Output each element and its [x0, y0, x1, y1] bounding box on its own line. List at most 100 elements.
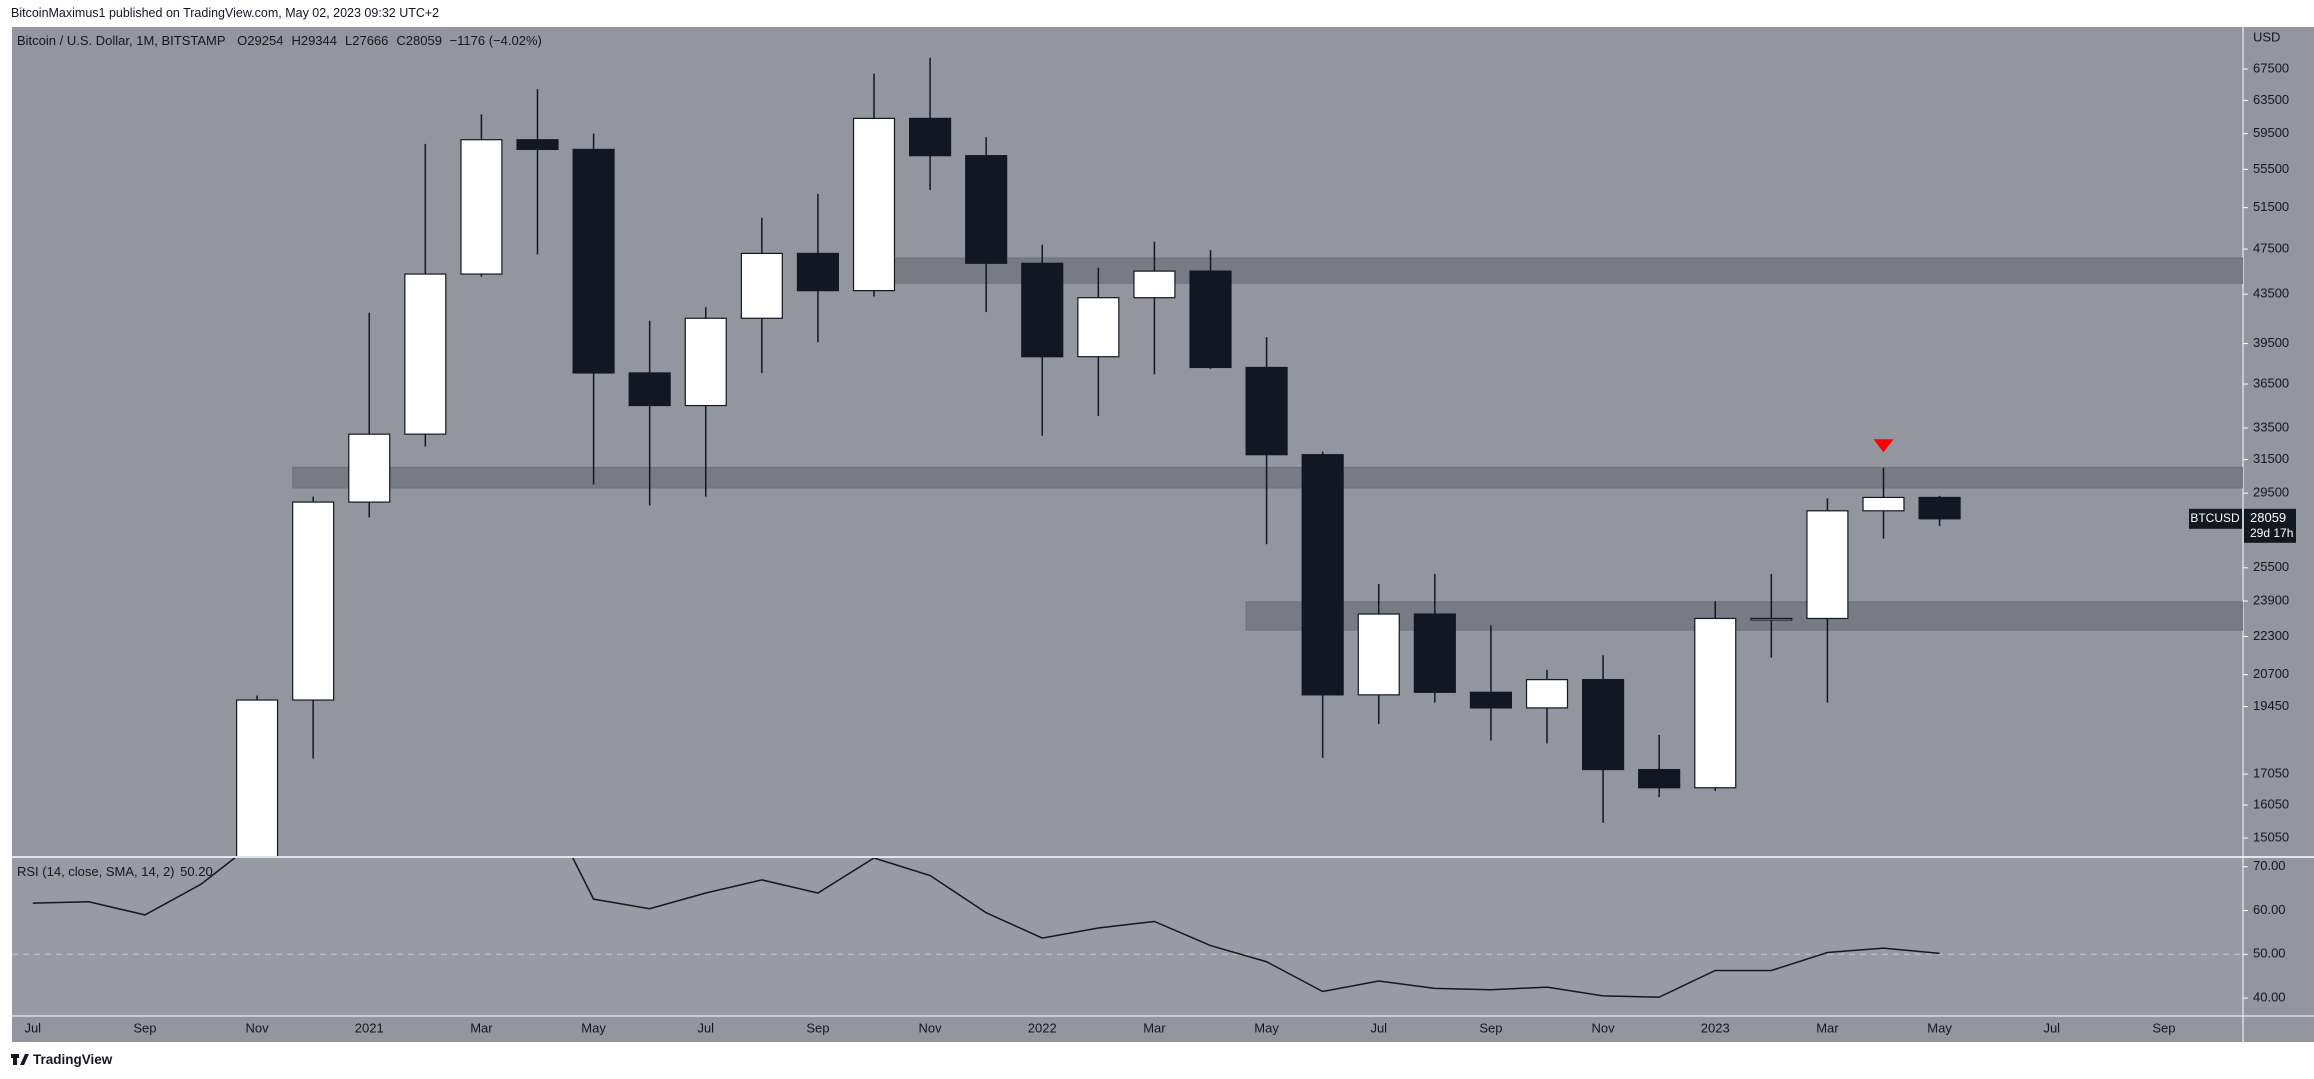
y-tick-label: 67500 — [2253, 60, 2289, 75]
price-label-box — [2244, 508, 2296, 543]
y-tick-label: 59500 — [2253, 125, 2289, 140]
candle-body — [572, 148, 615, 374]
ohlc-key: L — [345, 33, 353, 48]
ohlc: O29254 H29344 L27666 C28059 — [231, 33, 444, 48]
candle-body — [1525, 679, 1569, 709]
tradingview-logo — [11, 1054, 29, 1065]
candle-body — [1918, 496, 1961, 520]
y-axis-label: USD — [2253, 29, 2280, 44]
candle-body — [1133, 270, 1176, 299]
y-tick-label: 40.00 — [2253, 989, 2286, 1004]
y-tick-label: 33500 — [2253, 419, 2289, 434]
y-tick-label: 39500 — [2253, 335, 2289, 350]
x-tick-label: 2021 — [355, 1020, 384, 1035]
y-tick-label: 50.00 — [2253, 946, 2286, 961]
y-tick-label: 55500 — [2253, 161, 2289, 176]
y-tick-label: 60.00 — [2253, 902, 2286, 917]
candle-body — [1582, 679, 1625, 771]
candle-body — [1469, 691, 1512, 709]
x-tick-label: Nov — [1592, 1020, 1616, 1035]
candle-body — [909, 117, 952, 157]
candle-body — [852, 117, 896, 292]
y-tick-label: 25500 — [2253, 559, 2289, 574]
publish-header: BitcoinMaximus1 published on TradingView… — [11, 6, 440, 20]
symbol-label-box — [2189, 508, 2242, 529]
y-tick-label: 16050 — [2253, 796, 2289, 811]
x-tick-label: Sep — [133, 1020, 156, 1035]
candle-body — [1245, 366, 1288, 456]
ohlc-value: 28059 — [405, 33, 442, 48]
candle-body — [1413, 613, 1456, 693]
y-tick-label: 19450 — [2253, 698, 2289, 713]
x-tick-label: May — [581, 1020, 606, 1035]
symbol-label: BTCUSD — [2190, 511, 2240, 525]
candle-body — [1021, 262, 1064, 358]
zone — [853, 257, 2243, 284]
candle-body — [684, 317, 727, 407]
y-tick-label: 15050 — [2253, 829, 2289, 844]
y-tick-label: 63500 — [2253, 92, 2289, 107]
candle-body — [1077, 297, 1120, 358]
main-legend: Bitcoin / U.S. Dollar, 1M, BITSTAMP O292… — [17, 33, 544, 48]
y-tick-label: 43500 — [2253, 286, 2289, 301]
rsi-legend: RSI (14, close, SMA, 14, 2) 50.20 — [17, 864, 215, 879]
y-tick-label: 36500 — [2253, 375, 2289, 390]
countdown-label: 29d 17h — [2250, 526, 2293, 540]
candle-body — [292, 501, 335, 701]
ohlc-value: 29344 — [300, 33, 337, 48]
x-tick-label: 2022 — [1028, 1020, 1057, 1035]
axes: 15050 16050 17050 19450 20700 22300 23900 25500… — [24, 60, 2296, 1035]
y-tick-label: 20700 — [2253, 666, 2289, 681]
rsi-last-value: 50.20 — [180, 864, 213, 879]
x-tick-label: Mar — [1143, 1020, 1166, 1035]
y-tick-label: 51500 — [2253, 199, 2289, 214]
candle-body — [1806, 510, 1849, 620]
candle-body — [1301, 454, 1344, 696]
ohlc-key: C — [396, 33, 406, 48]
rsi-line — [32, 858, 1940, 998]
x-tick-label: Mar — [1816, 1020, 1839, 1035]
x-tick-label: May — [1927, 1020, 1952, 1035]
candle-body — [1750, 617, 1793, 621]
candle-body — [1638, 768, 1681, 789]
candle-body — [516, 139, 559, 151]
candle-body — [740, 252, 783, 319]
candle-body — [965, 155, 1008, 264]
x-tick-label: Sep — [2152, 1020, 2175, 1035]
x-tick-label: Jul — [697, 1020, 714, 1035]
x-tick-label: Jul — [1370, 1020, 1387, 1035]
y-tick-label: 17050 — [2253, 765, 2289, 780]
ohlc-value: 29254 — [247, 33, 284, 48]
logo-shape — [20, 1054, 29, 1065]
ohlc-key: H — [291, 33, 301, 48]
y-tick-label: 23900 — [2253, 592, 2289, 607]
change: −1176 (−4.02%) — [449, 33, 542, 48]
zone — [292, 466, 2243, 489]
candle-body — [628, 372, 671, 407]
rsi-pane — [12, 858, 2243, 998]
x-tick-label: Sep — [1479, 1020, 1502, 1035]
x-tick-label: 2023 — [1701, 1020, 1730, 1035]
price-label: 28059 — [2250, 510, 2286, 525]
y-tick-label: 70.00 — [2253, 858, 2286, 873]
y-tick-label: 47500 — [2253, 241, 2289, 256]
x-tick-label: Nov — [919, 1020, 943, 1035]
candle-body — [1862, 496, 1905, 512]
candle-body — [460, 139, 503, 275]
y-tick-label: 29500 — [2253, 485, 2289, 500]
x-tick-label: Nov — [246, 1020, 270, 1035]
x-tick-label: May — [1254, 1020, 1279, 1035]
candle-body — [1694, 617, 1737, 789]
logo-shape — [13, 1054, 17, 1065]
rsi-title: RSI (14, close, SMA, 14, 2) — [17, 864, 175, 879]
y-tick-label: 31500 — [2253, 451, 2289, 466]
x-tick-label: Mar — [470, 1020, 493, 1035]
candle-body — [1189, 270, 1232, 369]
x-tick-label: Jul — [24, 1020, 41, 1035]
candle-body — [1357, 613, 1400, 696]
candle-body — [404, 273, 447, 435]
candle-body — [796, 252, 839, 292]
symbol-title: Bitcoin / U.S. Dollar, 1M, BITSTAMP — [17, 33, 226, 48]
candle-body — [348, 433, 391, 503]
